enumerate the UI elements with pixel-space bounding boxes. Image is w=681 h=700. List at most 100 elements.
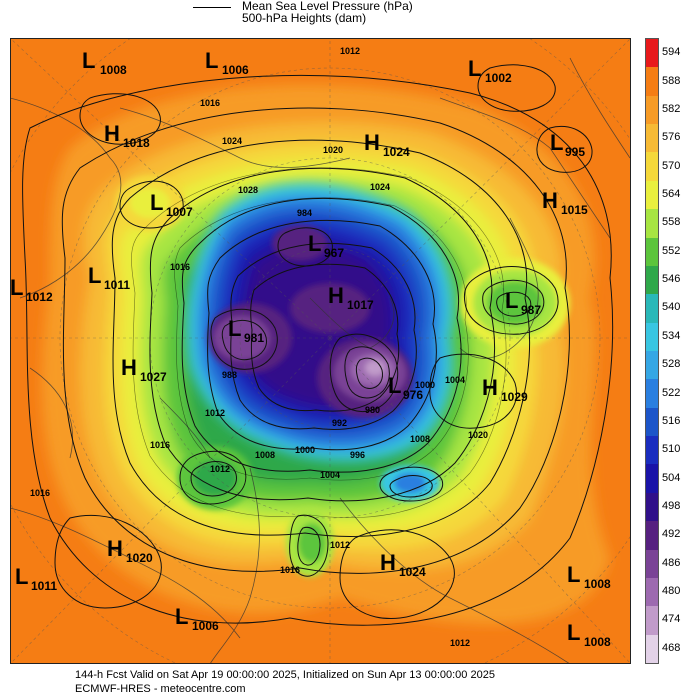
colorbar-swatch [646, 209, 658, 239]
isobar-labels: 1012 1016 1020 1024 1028 1016 1024 1012 … [30, 46, 488, 648]
isobar-label: 1020 [323, 145, 343, 155]
svg-text:1020: 1020 [126, 551, 153, 565]
height-contours [131, 167, 507, 518]
polar-map: 1012 1016 1020 1024 1028 1016 1024 1012 … [10, 38, 631, 664]
isobar-label: 1024 [222, 136, 242, 146]
svg-text:L: L [550, 130, 563, 155]
svg-text:L: L [82, 48, 95, 73]
low-center-label: L 981 [228, 316, 264, 345]
isobar-line-sample [193, 7, 231, 8]
isobar-label: 1008 [255, 450, 275, 460]
high-center-label: H 1024 [364, 130, 410, 159]
isobar-label: 1028 [238, 185, 258, 195]
colorbar-tick-label: 582 [662, 102, 681, 115]
colorbar-swatch [646, 379, 658, 409]
colorbar-tick-label: 516 [662, 414, 681, 427]
isobar-label: 992 [332, 418, 347, 428]
isobar-label: 1024 [370, 182, 390, 192]
low-center-label: L 1008 [567, 620, 611, 649]
isobar-label: 1016 [150, 440, 170, 450]
colorbar-tick-label: 564 [662, 188, 681, 200]
svg-text:1012: 1012 [26, 290, 53, 304]
isobars [22, 64, 614, 626]
colorbar-tick-label: 480 [662, 585, 681, 598]
colorbar-swatch [646, 322, 658, 352]
svg-text:1027: 1027 [140, 370, 167, 384]
svg-text:H: H [380, 550, 396, 575]
svg-text:L: L [228, 316, 241, 341]
high-center-label: H 1029 [482, 375, 528, 404]
legend-heights-label: 500-hPa Heights (dam) [242, 11, 367, 25]
colorbar-tick-label: 588 [662, 74, 681, 87]
svg-text:1008: 1008 [584, 577, 611, 591]
colorbar-swatch [646, 124, 658, 153]
colorbar-swatch [646, 464, 658, 494]
colorbar-swatch [646, 549, 658, 579]
svg-text:1011: 1011 [104, 278, 130, 292]
svg-text:H: H [104, 121, 120, 146]
svg-text:H: H [121, 355, 137, 380]
colorbar-tick-label: 498 [662, 500, 681, 512]
map-footer: 144-h Fcst Valid on Sat Apr 19 00:00:00 … [75, 668, 495, 696]
isobar-label: 984 [297, 208, 312, 218]
isobar-label: 988 [222, 370, 237, 380]
colorbar-tick-label: 510 [662, 443, 681, 456]
low-center-label: L 976 [388, 373, 423, 402]
isobar-label: 1016 [280, 565, 300, 575]
high-center-label: H 1018 [104, 121, 150, 150]
isobar-label: 1012 [210, 464, 230, 474]
isobar-label: 980 [365, 405, 380, 415]
low-center-label: L 1011 [88, 263, 130, 292]
isobar-label: 1000 [415, 380, 435, 390]
colorbar-swatch [646, 521, 658, 551]
colorbar-tick-label: 474 [662, 613, 681, 626]
svg-text:L: L [388, 373, 401, 398]
colorbar-tick-label: 576 [662, 131, 681, 144]
high-center-label: H 1027 [121, 355, 167, 384]
isobar-label: 1000 [295, 445, 315, 455]
colorbar-tick-label: 492 [662, 528, 681, 541]
isobar-label: 1012 [340, 46, 360, 56]
svg-text:981: 981 [244, 331, 264, 345]
isobar-label: 1016 [200, 98, 220, 108]
svg-text:1015: 1015 [561, 203, 588, 217]
colorbar-swatch [646, 577, 658, 607]
isobar-label: 1016 [170, 262, 190, 272]
svg-text:H: H [107, 536, 123, 561]
isobar-label: 1004 [445, 375, 465, 385]
colorbar-swatch [646, 351, 658, 380]
svg-text:L: L [308, 231, 321, 256]
high-center-label: H 1015 [542, 188, 588, 217]
colorbar-swatch [646, 39, 658, 68]
low-center-label: L 1002 [468, 56, 512, 85]
low-center-label: L 1007 [150, 190, 193, 219]
colorbar-swatch [646, 606, 658, 636]
colorbar-tick-label: 594 [662, 46, 681, 59]
svg-text:1008: 1008 [584, 635, 611, 649]
svg-text:987: 987 [521, 303, 541, 317]
svg-text:H: H [482, 375, 498, 400]
svg-text:1002: 1002 [485, 71, 512, 85]
low-center-label: L 1008 [82, 48, 127, 77]
svg-text:L: L [175, 604, 188, 629]
height-colorbar [645, 38, 659, 664]
legend-mslp-label: Mean Sea Level Pressure (hPa) [242, 0, 413, 13]
svg-text:H: H [542, 188, 558, 213]
svg-text:L: L [205, 48, 218, 73]
low-center-label: L 1012 [10, 275, 53, 304]
colorbar-swatch [646, 265, 658, 295]
svg-text:L: L [567, 562, 580, 587]
low-center-label: L 1011 [15, 564, 57, 593]
svg-text:1011: 1011 [31, 579, 57, 593]
colorbar-swatch [646, 634, 658, 664]
isobar-label: 1004 [320, 470, 340, 480]
svg-text:L: L [88, 263, 101, 288]
low-center-label: L 1006 [175, 604, 219, 633]
svg-text:H: H [328, 283, 344, 308]
colorbar-tick-label: 540 [662, 301, 681, 314]
high-center-label: H 1020 [107, 536, 153, 565]
source-credit-text: ECMWF-HRES - meteocentre.com [75, 683, 246, 695]
svg-text:1024: 1024 [399, 565, 426, 579]
colorbar-swatch [646, 95, 658, 125]
forecast-valid-text: 144-h Fcst Valid on Sat Apr 19 00:00:00 … [75, 669, 495, 681]
